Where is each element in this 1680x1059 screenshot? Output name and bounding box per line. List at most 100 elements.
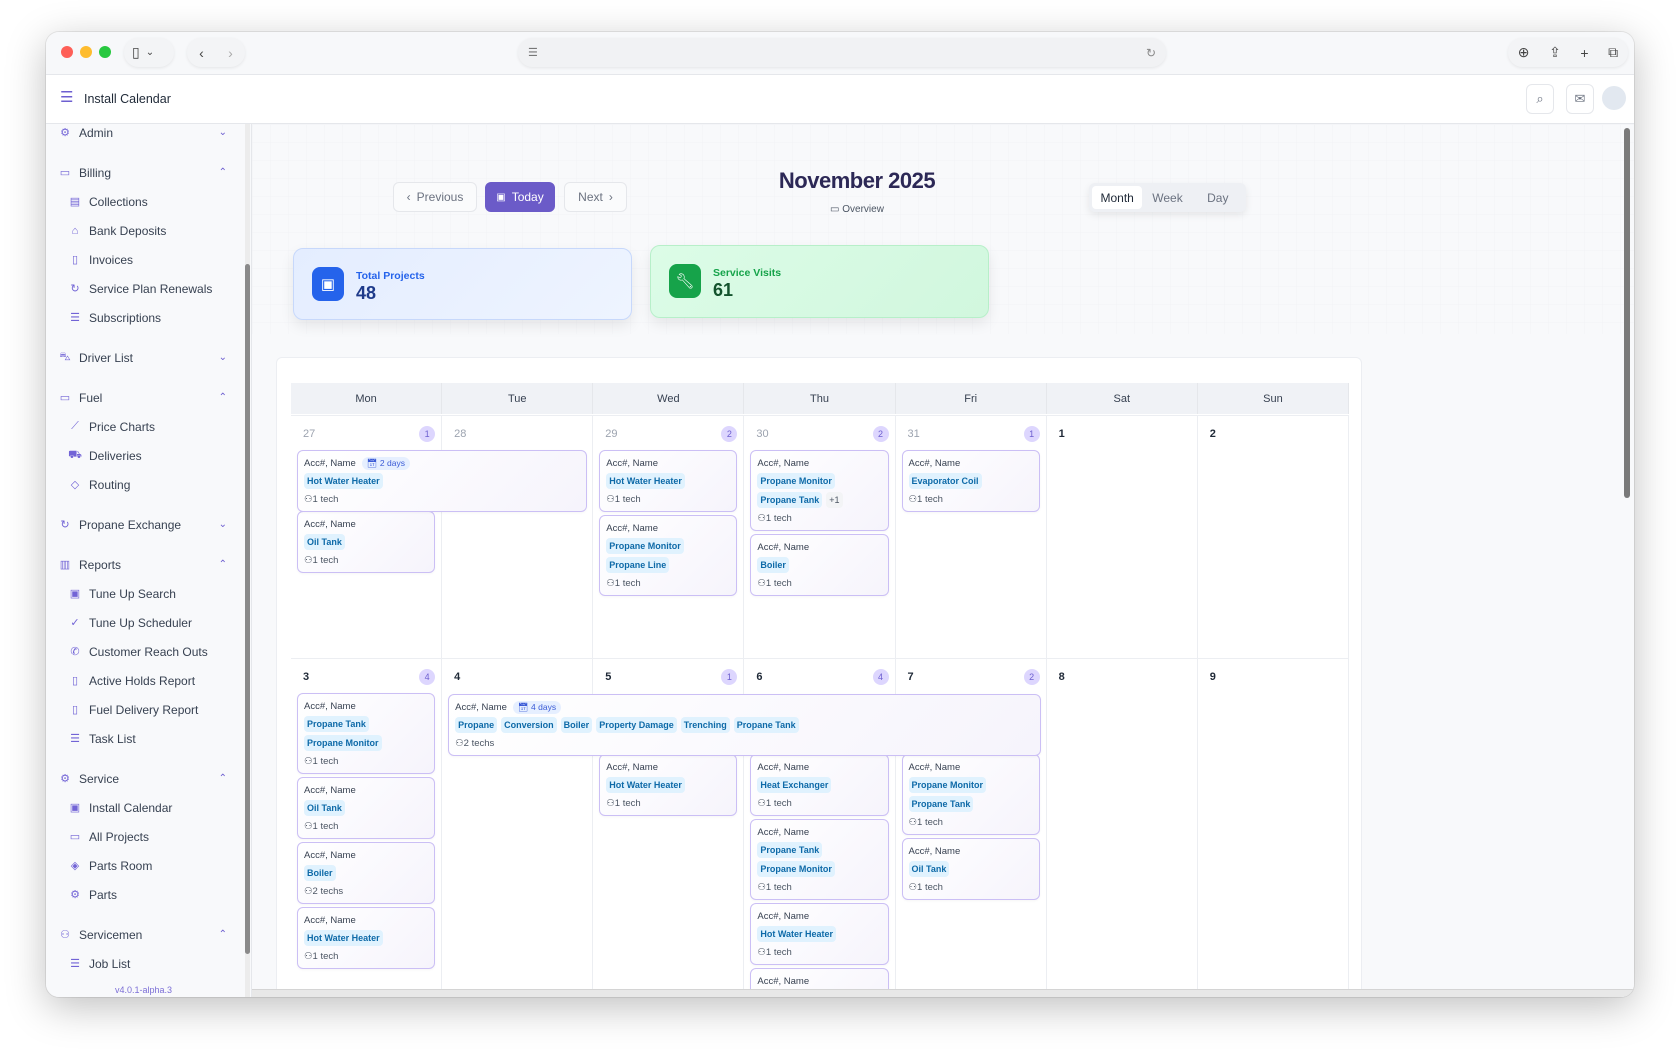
event-account: Acc#, Name xyxy=(908,761,961,773)
users-icon: ⚇ xyxy=(757,798,766,809)
box-icon: ◈ xyxy=(70,860,80,872)
sidebar-item-tune-up-scheduler[interactable]: ✓ Tune Up Scheduler xyxy=(46,608,241,637)
day-cell[interactable]: 30 2 Acc#, Name Propane Monitor Propane Tank… xyxy=(744,416,896,658)
sidebar-section-admin[interactable]: ⚙ Admin ⌄ xyxy=(46,124,241,147)
day-cell[interactable]: 27 1 Acc#, Name Oil Tank ⚇ 1 tech xyxy=(291,416,443,658)
sidebar-item-tune-up-search[interactable]: ▣ Tune Up Search xyxy=(46,579,241,608)
users-icon: ⚇ xyxy=(908,882,918,893)
service-tag: Oil Tank xyxy=(908,861,950,877)
next-button[interactable]: Next › xyxy=(564,182,627,212)
event-card[interactable]: Acc#, Name Oil Tank ⚇ 1 tech xyxy=(901,838,1040,900)
back-icon[interactable]: ‹ xyxy=(199,44,204,61)
day-cell[interactable]: 5 1 Acc#, Name Hot Water Heater ⚇ 1 tech xyxy=(593,659,745,997)
mail-button[interactable]: ✉ xyxy=(1566,84,1594,114)
sidebar-item-bank-deposits[interactable]: ⌂ Bank Deposits xyxy=(46,216,241,245)
day-cell[interactable]: 7 2 Acc#, Name Propane Monitor Propane Tank ⚇… xyxy=(896,659,1047,997)
sidebar-item-fuel-delivery-report[interactable]: ▯ Fuel Delivery Report xyxy=(46,695,241,724)
search-button[interactable]: ⌕ xyxy=(1526,84,1554,114)
event-card[interactable]: Acc#, Name 📅︎ 2 days Hot Water Heater ⚇ 1 t… xyxy=(297,450,588,512)
day-cell[interactable]: 8 xyxy=(1047,659,1198,997)
sidebar-section-reports[interactable]: ▥ Reports ⌃ xyxy=(46,550,241,579)
sidebar-item-invoices[interactable]: ▯ Invoices xyxy=(46,245,241,274)
day-cell[interactable]: 29 2 Acc#, Name Hot Water Heater ⚇ 1 tech Acc… xyxy=(593,416,745,658)
view-week[interactable]: Week xyxy=(1152,190,1183,205)
day-cell[interactable]: 2 xyxy=(1198,416,1349,658)
service-tag: Propane Tank xyxy=(304,716,369,732)
sidebar-toggle[interactable]: ▯ ⌄ xyxy=(124,38,174,67)
event-card[interactable]: Acc#, Name Oil Tank ⚇ 1 tech xyxy=(297,511,436,573)
sidebar-item-task-list[interactable]: ☰ Task List xyxy=(46,724,241,753)
event-card[interactable]: Acc#, Name Evaporator Coil ⚇ 1 tech xyxy=(901,450,1040,512)
sidebar-scrollbar[interactable] xyxy=(245,264,250,954)
address-bar[interactable]: ☰ ↻ xyxy=(518,38,1166,67)
day-cell[interactable]: 3 4 Acc#, Name Propane Tank Propane Monitor ⚇… xyxy=(291,659,443,997)
event-card[interactable]: Acc#, Name Heat Exchanger ⚇ 1 tech xyxy=(750,754,889,816)
event-account: Acc#, Name xyxy=(606,522,658,534)
sidebar-item-job-list[interactable]: ☰ Job List xyxy=(46,949,241,978)
event-count-badge: 1 xyxy=(419,426,436,442)
download-icon[interactable]: ⊕ xyxy=(1517,44,1530,60)
sidebar-item-parts-room[interactable]: ◈ Parts Room xyxy=(46,851,241,880)
sidebar-item-all-projects[interactable]: ▭ All Projects xyxy=(46,822,241,851)
tech-count: 1 tech xyxy=(765,513,792,524)
sidebar-item-routing[interactable]: ◇ Routing xyxy=(46,470,241,499)
view-month[interactable]: Month xyxy=(1092,186,1143,209)
share-icon[interactable]: ⇪ xyxy=(1549,44,1561,60)
day-cell[interactable]: 4 xyxy=(442,659,594,997)
list-icon: ☰ xyxy=(70,733,80,745)
event-card[interactable]: Acc#, Name Hot Water Heater ⚇ 1 tech xyxy=(599,450,738,512)
view-day[interactable]: Day xyxy=(1207,190,1229,205)
close-window-button[interactable] xyxy=(61,46,73,58)
day-cell[interactable]: 9 xyxy=(1198,659,1349,997)
reload-icon[interactable]: ↻ xyxy=(1145,45,1156,60)
today-button[interactable]: ▣ Today xyxy=(485,182,555,212)
sidebar-section-fuel[interactable]: ▭ Fuel ⌃ xyxy=(46,383,241,412)
sidebar-item-service-plan-renewals[interactable]: ↻ Service Plan Renewals xyxy=(46,274,241,303)
users-icon: ⚇ xyxy=(757,882,766,893)
horizontal-scrollbar[interactable] xyxy=(252,989,1634,997)
forward-icon[interactable]: › xyxy=(228,44,233,61)
day-cell[interactable]: 1 xyxy=(1047,416,1198,658)
sidebar-item-customer-reach-outs[interactable]: ✆ Customer Reach Outs xyxy=(46,637,241,666)
sidebar-item-parts[interactable]: ⚙ Parts xyxy=(46,880,241,909)
event-card[interactable]: Acc#, Name Oil Tank ⚇ 1 tech xyxy=(297,777,436,839)
minimize-window-button[interactable] xyxy=(80,46,92,58)
sidebar-section-driver-list[interactable]: ⛍ Driver List ⌄ xyxy=(46,343,241,372)
menu-icon[interactable]: ☰ xyxy=(60,89,74,106)
sidebar-item-price-charts[interactable]: ⟋ Price Charts xyxy=(46,412,241,441)
event-card[interactable]: Acc#, Name Propane Tank Propane Monitor ⚇ 1… xyxy=(750,819,889,900)
sidebar-item-active-holds-report[interactable]: ▯ Active Holds Report xyxy=(46,666,241,695)
event-card[interactable]: Acc#, Name Hot Water Heater ⚇ 1 tech xyxy=(599,754,738,816)
sidebar-item-collections[interactable]: ▤ Collections xyxy=(46,187,241,216)
previous-button[interactable]: ‹ Previous xyxy=(393,182,477,212)
sidebar-section-servicemen[interactable]: ⚇ Servicemen ⌃ xyxy=(46,920,241,949)
tabs-icon[interactable]: ⧉ xyxy=(1608,44,1619,60)
sidebar-section-billing[interactable]: ▭ Billing ⌃ xyxy=(46,158,241,187)
plus-icon[interactable]: + xyxy=(1580,44,1589,61)
avatar[interactable] xyxy=(1602,86,1626,110)
day-cell[interactable]: 31 1 Acc#, Name Evaporator Coil ⚇ 1 tech xyxy=(896,416,1047,658)
day-cell[interactable]: 6 4 Acc#, Name Heat Exchanger ⚇ 1 tech Acc#, … xyxy=(744,659,896,997)
event-card[interactable]: Acc#, Name Hot Water Heater ⚇ 1 tech xyxy=(297,907,436,969)
sidebar-section: ⚇ Servicemen ⌃ ☰ Job List xyxy=(46,920,241,978)
sidebar-section-service[interactable]: ⚙ Service ⌃ xyxy=(46,764,241,793)
event-count-badge: 4 xyxy=(419,669,436,685)
event-card[interactable]: Acc#, Name Propane Monitor Propane Line ⚇ 1… xyxy=(599,515,738,596)
more-tags-badge[interactable]: +1 xyxy=(826,492,843,508)
event-card[interactable]: Acc#, Name Propane Monitor Propane Tank ⚇ 1… xyxy=(901,754,1040,835)
zoom-window-button[interactable] xyxy=(99,46,111,58)
event-card[interactable]: Acc#, Name Boiler ⚇ 1 tech xyxy=(750,534,889,596)
event-card[interactable]: Acc#, Name Propane Tank Propane Monitor ⚇ 1… xyxy=(297,693,436,774)
event-card[interactable]: Acc#, Name 📅︎ 4 days Propane Conversion Boil… xyxy=(448,694,1041,756)
sidebar-section-propane-exchange[interactable]: ↻ Propane Exchange ⌄ xyxy=(46,510,241,539)
sidebar-item-install-calendar[interactable]: ▣ Install Calendar xyxy=(46,793,241,822)
event-card[interactable]: Acc#, Name Hot Water Heater ⚇ 1 tech xyxy=(750,903,889,965)
sidebar-item-deliveries[interactable]: ⛟ Deliveries xyxy=(46,441,241,470)
day-cell[interactable]: 28 xyxy=(442,416,594,658)
main-scrollbar[interactable] xyxy=(1624,128,1630,498)
event-card[interactable]: Acc#, Name Propane Monitor Propane Tank +1 ⚇… xyxy=(750,450,889,531)
sidebar-nav: ⚙ Admin ⌄ ▭ Billing ⌃ ▤ Collections ⌂ Bank Deposi… xyxy=(46,124,241,996)
event-card[interactable]: Acc#, Name Boiler ⚇ 2 techs xyxy=(297,842,436,904)
sidebar-item-subscriptions[interactable]: ☰ Subscriptions xyxy=(46,303,241,332)
users-icon: ⚇ xyxy=(606,798,615,809)
